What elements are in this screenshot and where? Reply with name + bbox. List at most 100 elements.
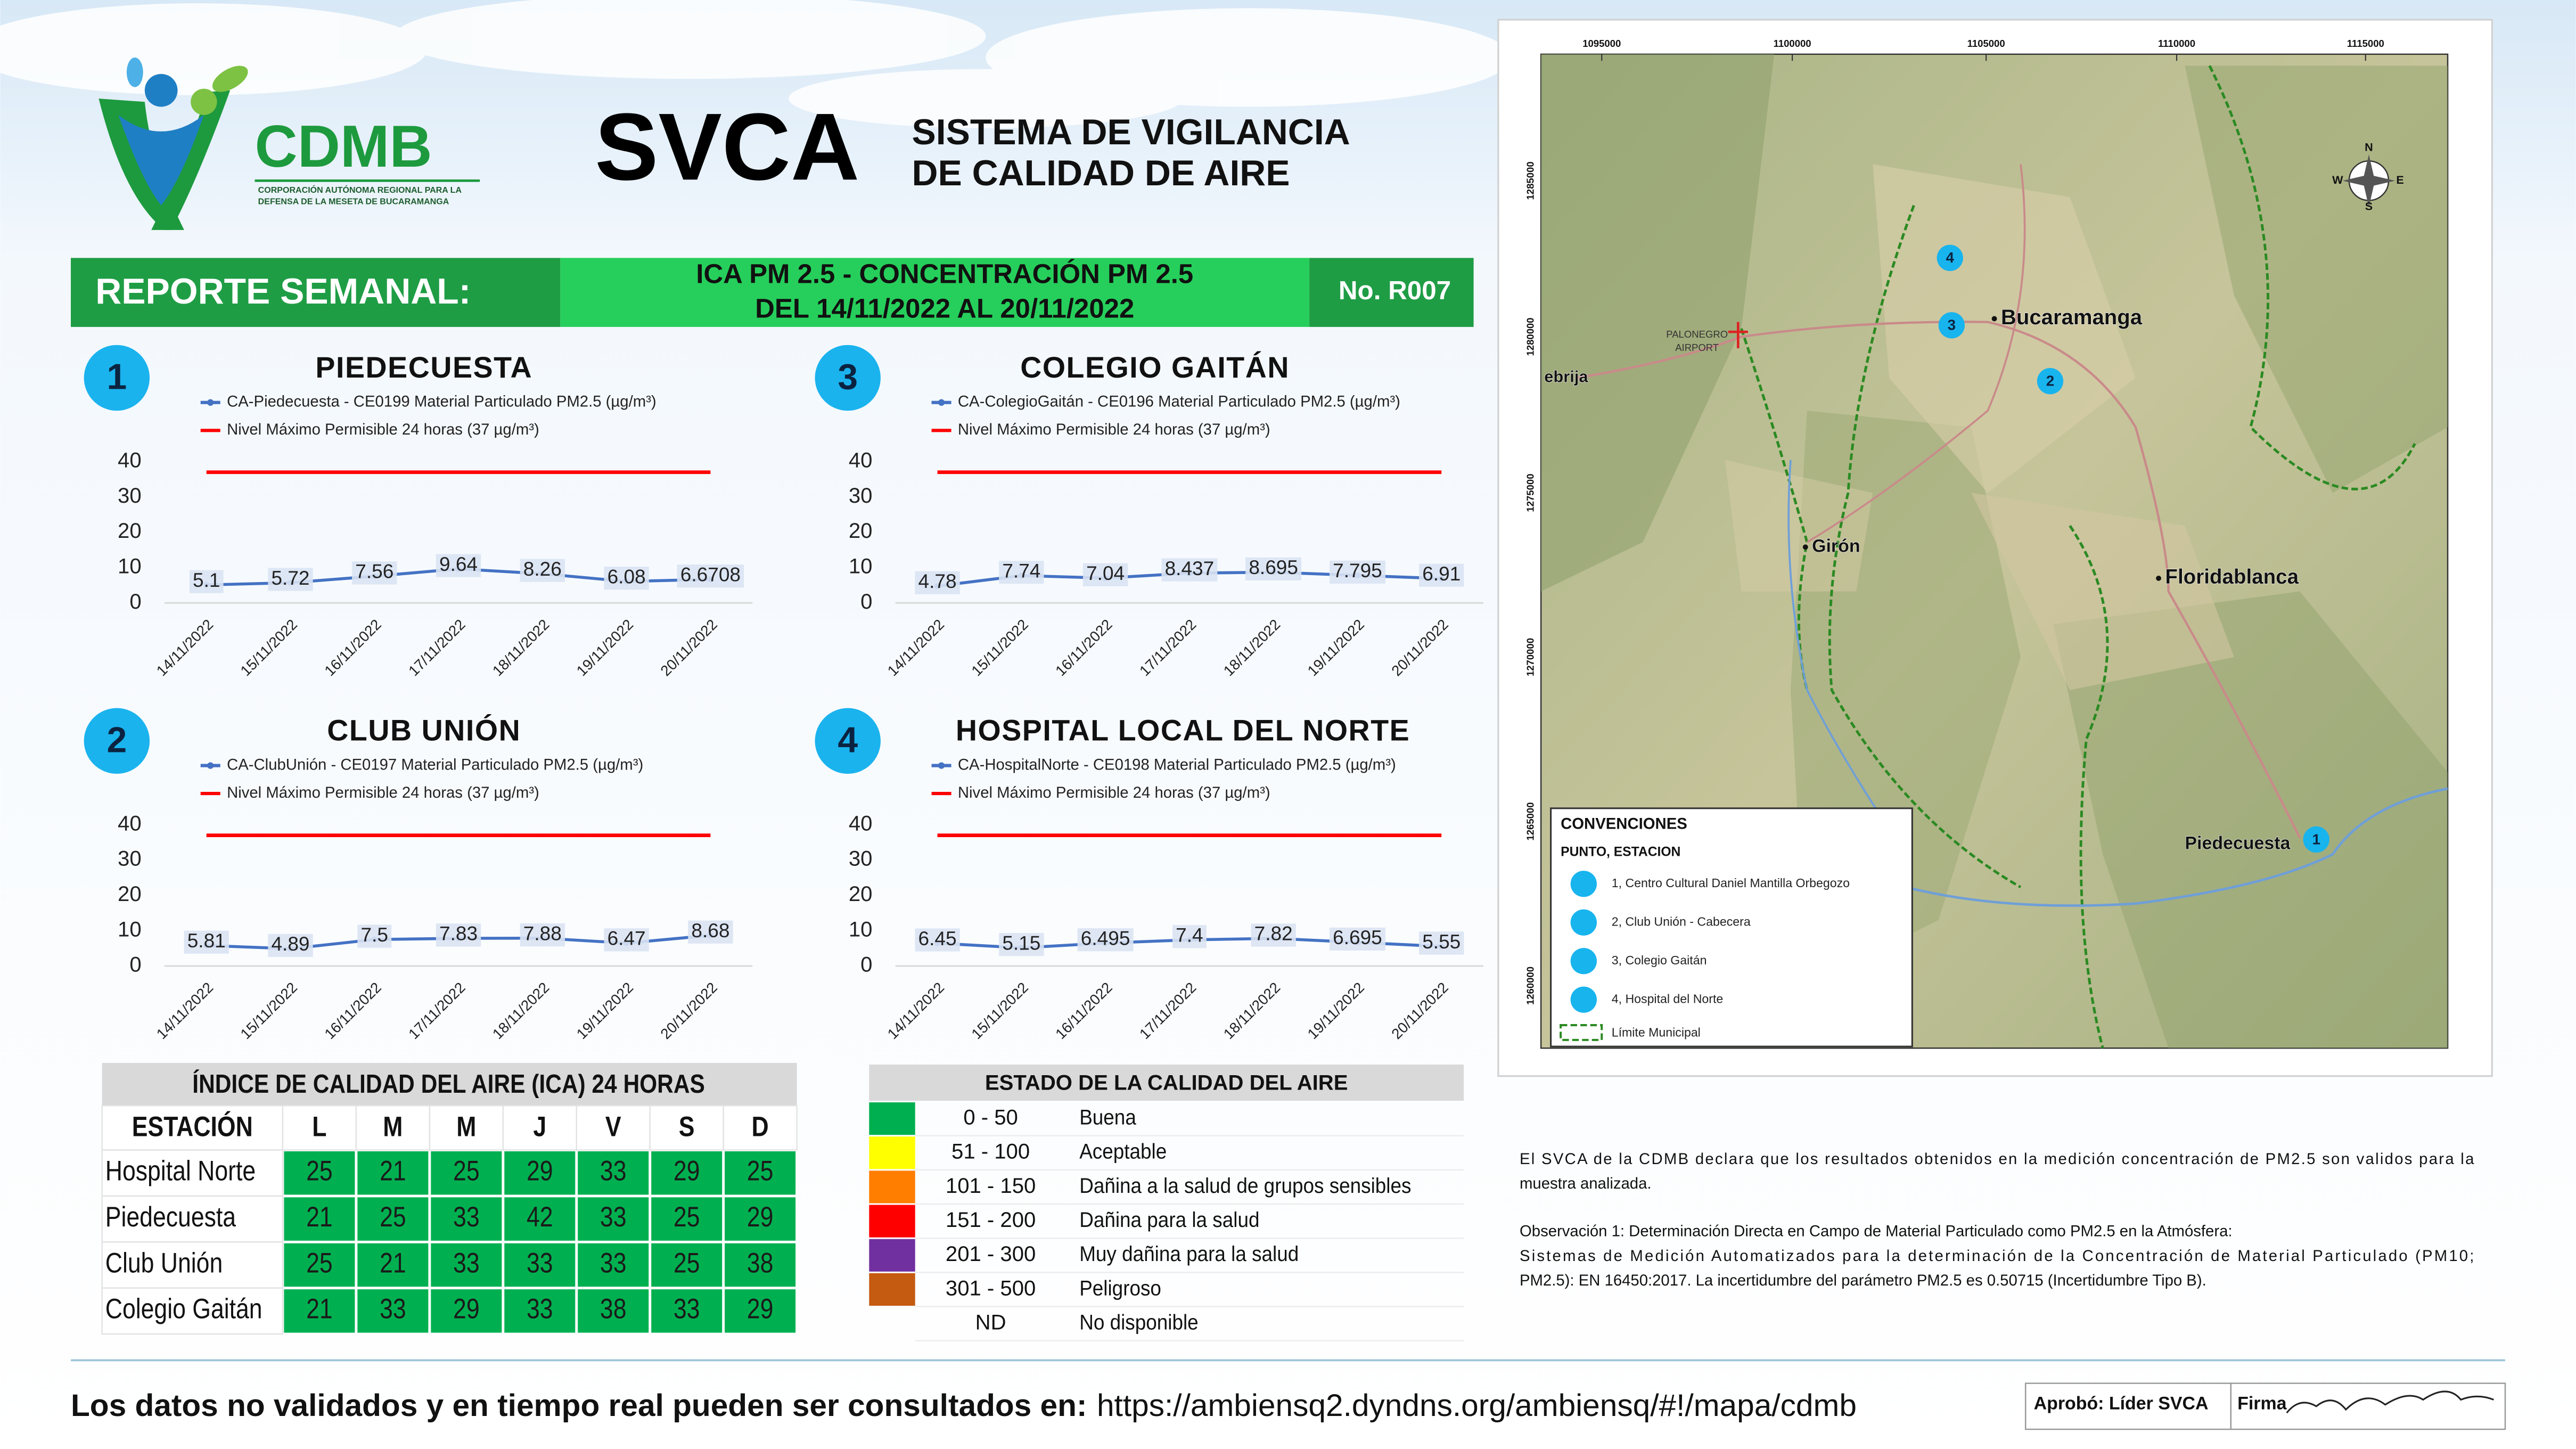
signature-scribble: [2286, 1390, 2494, 1414]
report-subtitle: SISTEMA DE VIGILANCIA: [912, 112, 1350, 152]
map-legend-marker: [1570, 948, 1597, 975]
data-label-bg: [357, 924, 392, 948]
data-label-bg: [999, 933, 1044, 956]
data-label-bg: [268, 568, 313, 591]
terrain-patch: [2053, 591, 2448, 1049]
data-label: 9.64: [439, 553, 478, 575]
place-dot: [1991, 316, 1997, 322]
legend-label: Nivel Máximo Permisible 24 horas (37 µg/…: [958, 784, 1270, 801]
table-value-cell: [357, 1151, 429, 1195]
data-label-bg: [688, 920, 733, 944]
legend-label: CA-ColegioGaitán - CE0196 Material Parti…: [958, 393, 1400, 411]
table-value-cell: [504, 1197, 576, 1241]
map-coord: 1110000: [2158, 38, 2195, 49]
table-value-cell: [284, 1197, 355, 1241]
data-label: 8.26: [523, 558, 562, 580]
place-dot: [1802, 544, 1808, 550]
data-label-bg: [1082, 563, 1128, 586]
table-value-cell: [578, 1243, 649, 1287]
table-value: 29: [747, 1294, 774, 1324]
table-value: 33: [453, 1202, 480, 1233]
map-legend-marker: [1570, 871, 1597, 897]
y-tick-label: 0: [860, 953, 872, 977]
data-label: 5.55: [1422, 930, 1461, 953]
table-value: 21: [306, 1294, 333, 1324]
legend-label: Buena: [1079, 1106, 1136, 1129]
map-line: [1787, 460, 1907, 855]
table-header-cell: [502, 1104, 577, 1151]
banner-number: No. R007: [1339, 276, 1451, 305]
chart-title: PIEDECUESTA: [315, 351, 532, 384]
table-value: 25: [380, 1202, 406, 1233]
table-header: D: [752, 1111, 769, 1142]
data-label: 6.495: [1081, 927, 1130, 949]
place-label: Floridablanca: [2165, 566, 2299, 588]
y-tick-label: 30: [849, 484, 873, 507]
table-value-cell: [578, 1197, 649, 1241]
legend-marker: [207, 399, 214, 406]
table-value: 25: [747, 1156, 774, 1186]
map-line: [1828, 204, 2022, 889]
table-header-cell: [723, 1104, 798, 1151]
data-label-bg: [1161, 558, 1218, 582]
data-label-bg: [604, 928, 649, 952]
data-label-bg: [915, 571, 960, 594]
table-value-cell: [284, 1289, 355, 1333]
map-legend-item: 4, Hospital del Norte: [1612, 992, 1724, 1005]
y-tick-label: 20: [849, 519, 873, 543]
data-label: 7.4: [1176, 924, 1203, 946]
map-coord: 1285000: [1524, 161, 1536, 200]
terrain-patch: [1541, 54, 1775, 592]
compass-star: [2342, 154, 2395, 207]
station-badge-number: 4: [838, 720, 858, 760]
banner-right: [1309, 258, 1474, 327]
table-value-cell: [284, 1243, 355, 1287]
table-value-cell: [725, 1197, 796, 1241]
station-number: 1: [2312, 831, 2320, 847]
data-label: 4.89: [271, 932, 309, 955]
map-coord: 1270000: [1524, 638, 1536, 676]
legend-label: Nivel Máximo Permisible 24 horas (37 µg/…: [958, 421, 1270, 438]
note-line: Observación 1: Determinación Directa en …: [1520, 1223, 2233, 1240]
legend-range: ND: [975, 1311, 1006, 1335]
table-value: 29: [527, 1156, 553, 1186]
map-legend-title: CONVENCIONES: [1561, 815, 1687, 832]
data-label-bg: [999, 561, 1044, 584]
data-label: 7.82: [1254, 922, 1293, 945]
table-value: 25: [674, 1202, 700, 1233]
legend-marker: [207, 762, 214, 769]
data-label: 5.72: [271, 567, 309, 589]
table-header: M: [456, 1111, 476, 1142]
report-title: SVCA: [595, 93, 859, 200]
legend-color: [869, 1273, 915, 1306]
data-label: 6.91: [1422, 562, 1461, 585]
table-value: 33: [453, 1248, 480, 1279]
table-value: 33: [527, 1294, 553, 1324]
table-station-cell: [101, 1287, 284, 1335]
data-label: 6.45: [918, 927, 957, 949]
map-legend-item: 2, Club Unión - Cabecera: [1612, 914, 1751, 928]
approval-label: Aprobó: Líder SVCA: [2034, 1394, 2209, 1414]
table-value: 33: [600, 1202, 627, 1233]
map-line: [1806, 164, 2026, 543]
table-header-cell: [355, 1104, 431, 1151]
place-label: Piedecuesta: [2185, 833, 2291, 854]
data-label-bg: [184, 930, 229, 954]
table-value-cell: [357, 1197, 429, 1241]
map-coord: 1280000: [1524, 317, 1536, 356]
y-tick-label: 0: [129, 953, 141, 977]
table-header-cell: [101, 1104, 284, 1151]
legend-range: 201 - 300: [946, 1242, 1036, 1266]
station-badge: [84, 345, 150, 411]
data-label-bg: [436, 923, 481, 947]
banner-line: DEL 14/11/2022 AL 20/11/2022: [755, 293, 1134, 324]
table-header: ESTACIÓN: [132, 1111, 253, 1142]
logo-subtitle: CORPORACIÓN AUTÓNOMA REGIONAL PARA LA: [258, 185, 462, 195]
table-value: 29: [674, 1156, 700, 1186]
legend-range: 301 - 500: [946, 1276, 1036, 1300]
data-label-bg: [604, 567, 649, 590]
table-value: 33: [380, 1294, 406, 1324]
table-value-cell: [284, 1151, 355, 1195]
map-legend-item: Límite Municipal: [1612, 1026, 1701, 1039]
